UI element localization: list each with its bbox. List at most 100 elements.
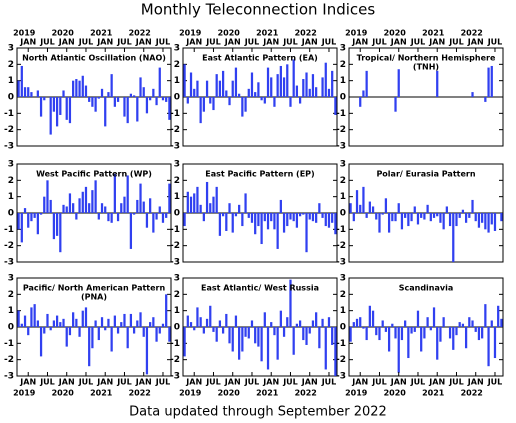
bar — [368, 201, 371, 213]
x-tick-label: JAN — [19, 378, 36, 387]
x-tick-label: JAN — [58, 378, 75, 387]
bar — [193, 88, 196, 97]
y-tick-label: -2 — [336, 125, 346, 135]
bar — [439, 327, 442, 342]
bar — [78, 80, 81, 97]
bar — [407, 213, 410, 227]
y-tick-label: -1 — [170, 109, 180, 119]
bar — [426, 204, 429, 213]
bar — [286, 213, 289, 227]
bar — [295, 85, 299, 97]
x-tick-label: JAN — [301, 378, 318, 387]
bar — [72, 80, 75, 97]
year-label: 2022 — [461, 29, 483, 38]
bar — [155, 97, 158, 106]
bar — [202, 213, 205, 222]
x-tick-label: JUL — [487, 38, 503, 47]
bar — [81, 310, 84, 327]
bar — [212, 97, 215, 111]
bar — [161, 323, 165, 327]
bar — [484, 304, 487, 327]
y-tick-label: 0 — [174, 323, 180, 333]
bar — [279, 199, 282, 213]
bar — [228, 327, 231, 344]
bar — [487, 67, 490, 97]
y-tick-label: 2 — [174, 60, 180, 70]
bar — [420, 327, 423, 352]
bar — [107, 92, 110, 97]
panel-title: Polar/ Eurasia Pattern — [376, 170, 475, 179]
bar — [279, 310, 282, 327]
bar — [104, 97, 107, 127]
y-tick-label: 3 — [174, 274, 180, 284]
bar — [189, 196, 193, 213]
bar — [410, 213, 413, 222]
x-tick-label: JUL — [39, 38, 55, 47]
y-tick-label: 1 — [8, 76, 14, 86]
bar — [493, 327, 497, 359]
bar — [263, 312, 266, 327]
bar — [132, 213, 136, 215]
bar — [426, 317, 429, 327]
y-tick-label: 2 — [174, 290, 180, 300]
bar — [59, 213, 62, 253]
bar — [327, 317, 331, 327]
bar — [416, 310, 420, 327]
x-tick-label: JAN — [96, 378, 113, 387]
year-label: 2020 — [218, 389, 241, 398]
bar — [94, 320, 97, 327]
bar — [321, 77, 324, 97]
bar — [39, 327, 43, 357]
bar — [254, 92, 257, 97]
bar — [365, 70, 368, 97]
y-tick-label: 0 — [340, 93, 346, 103]
bar — [136, 199, 139, 213]
bar — [321, 318, 324, 327]
bar — [247, 88, 250, 97]
bar — [123, 313, 126, 327]
bar — [215, 327, 218, 342]
year-label: 2021 — [256, 29, 279, 38]
bar — [448, 213, 452, 227]
x-tick-label: JUL — [116, 38, 132, 47]
y-tick-label: 2 — [8, 176, 14, 186]
y-tick-label: 2 — [8, 60, 14, 70]
bar — [62, 318, 65, 327]
bar — [266, 327, 270, 370]
bar — [238, 327, 241, 360]
bar — [81, 75, 84, 97]
bar — [318, 203, 321, 213]
bar — [311, 213, 315, 222]
bar — [397, 327, 400, 373]
year-label: 2020 — [384, 389, 407, 398]
bar — [404, 320, 407, 327]
bar — [158, 67, 161, 97]
bar — [413, 327, 416, 332]
bar — [371, 206, 375, 213]
bar — [168, 183, 171, 213]
bar — [168, 97, 171, 120]
x-tick-label: JAN — [58, 38, 75, 47]
bar — [289, 279, 292, 327]
bar — [331, 213, 334, 223]
bar — [145, 97, 149, 114]
bar — [327, 213, 331, 228]
y-tick-label: 3 — [174, 44, 180, 54]
bar — [234, 67, 238, 97]
bar — [387, 327, 391, 352]
bar — [305, 72, 308, 97]
bar — [52, 97, 56, 112]
bar — [43, 327, 46, 334]
bar — [250, 320, 254, 327]
bar — [231, 80, 234, 97]
panel-title: East Atlantic Pattern (EA) — [202, 54, 318, 63]
bar — [397, 203, 400, 213]
bar — [308, 327, 311, 334]
bar — [371, 310, 375, 327]
bar — [126, 175, 129, 213]
bar — [375, 213, 378, 220]
bar — [149, 97, 152, 101]
y-tick-label: -3 — [336, 142, 346, 152]
bar — [120, 203, 123, 213]
y-tick-label: -3 — [4, 258, 14, 268]
